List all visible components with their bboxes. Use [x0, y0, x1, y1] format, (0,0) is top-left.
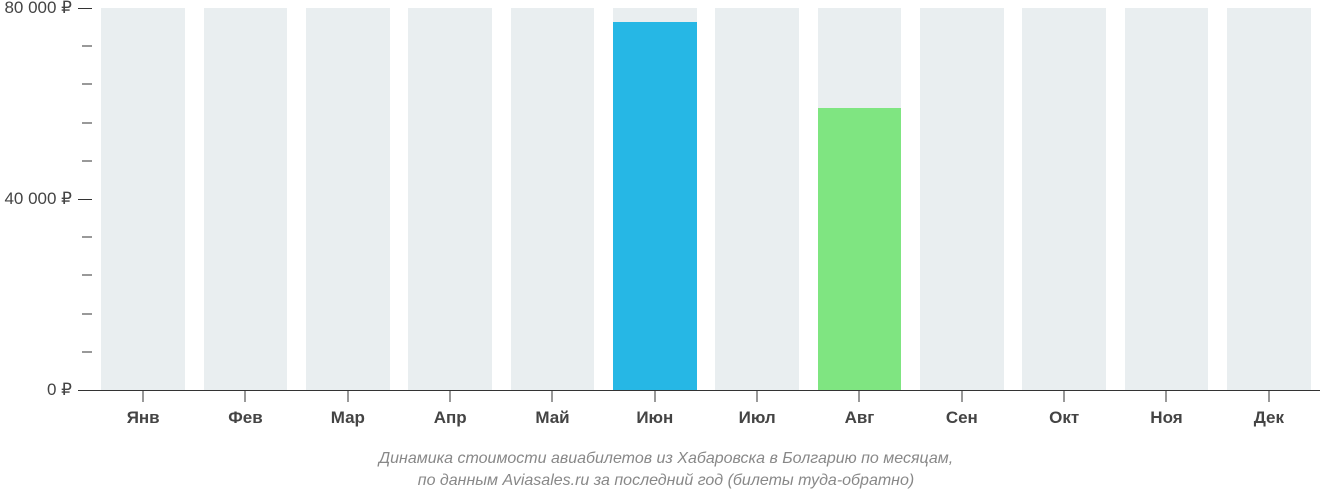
bar-slot: Авг — [818, 8, 902, 390]
y-tick-mark — [82, 313, 92, 314]
x-tick-label: Июл — [739, 390, 776, 428]
bar-slot: Фев — [204, 8, 288, 390]
y-tick-major: 0 ₽ — [47, 380, 92, 400]
y-tick-minor — [82, 84, 92, 85]
caption-line-2: по данным Aviasales.ru за последний год … — [0, 470, 1332, 492]
y-tick-mark — [82, 160, 92, 161]
y-tick-mark — [82, 46, 92, 47]
bar-background — [204, 8, 288, 390]
bar-slot: Окт — [1022, 8, 1106, 390]
y-tick-mark — [82, 84, 92, 85]
bar-background — [1022, 8, 1106, 390]
bar-background — [1125, 8, 1209, 390]
y-tick-mark — [78, 390, 92, 391]
x-tick-label: Сен — [946, 390, 978, 428]
x-tick-label: Дек — [1254, 390, 1284, 428]
y-tick-mark — [82, 351, 92, 352]
bar-slot: Июл — [715, 8, 799, 390]
y-tick-label: 40 000 ₽ — [4, 189, 78, 209]
bar-slot: Сен — [920, 8, 1004, 390]
bar — [818, 108, 902, 390]
bar-slot: Мар — [306, 8, 390, 390]
x-axis-baseline — [92, 390, 1320, 391]
x-tick-label: Окт — [1049, 390, 1079, 428]
x-tick-label: Авг — [845, 390, 875, 428]
bar-slot: Апр — [408, 8, 492, 390]
y-tick-mark — [78, 8, 92, 9]
x-tick-label: Ноя — [1150, 390, 1182, 428]
bar-slot: Июн — [613, 8, 697, 390]
bar-slot: Дек — [1227, 8, 1311, 390]
y-tick-major: 80 000 ₽ — [4, 0, 92, 18]
y-tick-minor — [82, 237, 92, 238]
x-tick-label: Апр — [434, 390, 467, 428]
y-tick-minor — [82, 313, 92, 314]
y-tick-mark — [82, 275, 92, 276]
bar-background — [715, 8, 799, 390]
plot-area: 0 ₽40 000 ₽80 000 ₽ ЯнвФевМарАпрМайИюнИю… — [92, 8, 1320, 390]
bars-group: ЯнвФевМарАпрМайИюнИюлАвгСенОктНояДек — [92, 8, 1320, 390]
y-tick-minor — [82, 46, 92, 47]
x-tick-label: Янв — [127, 390, 160, 428]
caption-line-1: Динамика стоимости авиабилетов из Хабаро… — [0, 448, 1332, 470]
x-tick-label: Май — [535, 390, 569, 428]
y-tick-major: 40 000 ₽ — [4, 189, 92, 209]
bar-slot: Ноя — [1125, 8, 1209, 390]
y-tick-mark — [82, 237, 92, 238]
bar-slot: Май — [511, 8, 595, 390]
bar — [613, 22, 697, 390]
bar-background — [1227, 8, 1311, 390]
chart-caption: Динамика стоимости авиабилетов из Хабаро… — [0, 448, 1332, 492]
bar-background — [306, 8, 390, 390]
bar-background — [511, 8, 595, 390]
x-tick-label: Июн — [636, 390, 673, 428]
x-tick-label: Фев — [228, 390, 262, 428]
y-tick-minor — [82, 122, 92, 123]
y-tick-mark — [82, 122, 92, 123]
y-tick-minor — [82, 275, 92, 276]
x-tick-label: Мар — [331, 390, 365, 428]
bar-background — [101, 8, 185, 390]
price-by-month-chart: 0 ₽40 000 ₽80 000 ₽ ЯнвФевМарАпрМайИюнИю… — [0, 0, 1332, 502]
bar-background — [920, 8, 1004, 390]
bar-slot: Янв — [101, 8, 185, 390]
y-tick-label: 80 000 ₽ — [4, 0, 78, 18]
y-tick-mark — [78, 199, 92, 200]
y-tick-minor — [82, 351, 92, 352]
y-tick-minor — [82, 160, 92, 161]
y-tick-label: 0 ₽ — [47, 380, 78, 400]
bar-background — [408, 8, 492, 390]
